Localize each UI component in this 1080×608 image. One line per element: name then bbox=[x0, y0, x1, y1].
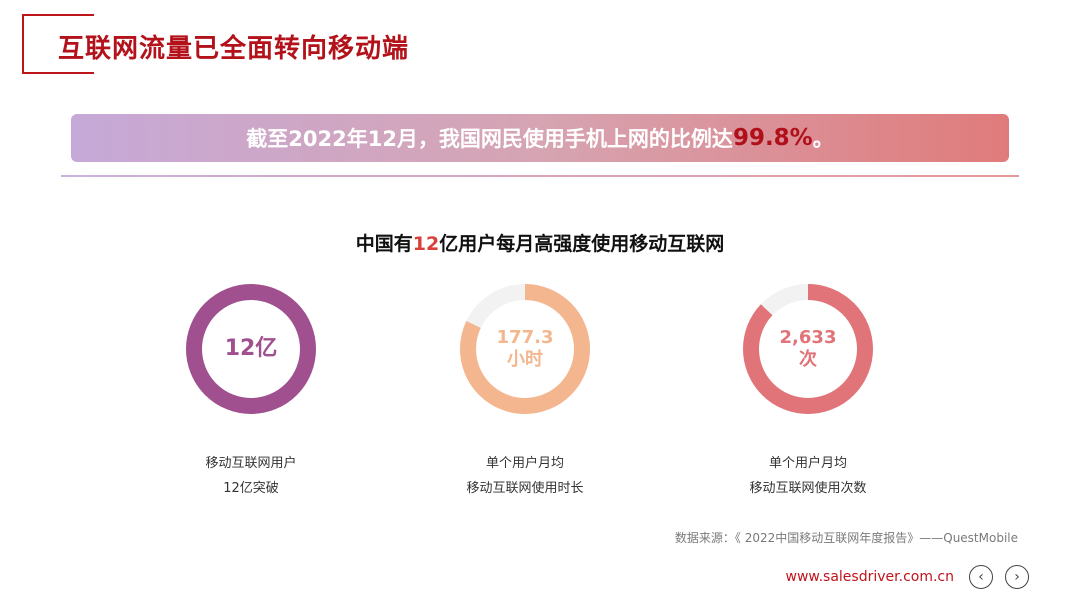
duration-value: 177.3 小时 bbox=[460, 284, 590, 414]
next-page-button[interactable]: › bbox=[1005, 565, 1029, 589]
users-caption-2: 12亿突破 bbox=[223, 481, 279, 496]
users-value: 12亿 bbox=[186, 284, 316, 414]
donut-progress bbox=[743, 284, 873, 414]
duration-donut-ring bbox=[460, 284, 590, 414]
sessions-donut-ring bbox=[743, 284, 873, 414]
users-donut-ring bbox=[186, 284, 316, 414]
sessions-value: 2,633 次 bbox=[743, 284, 873, 414]
banner-suffix: 。 bbox=[812, 127, 834, 151]
sessions-caption-2: 移动互联网使用次数 bbox=[749, 481, 867, 496]
page-title: 互联网流量已全面转向移动端 bbox=[58, 34, 410, 64]
value-line1: 177.3 bbox=[496, 327, 554, 349]
donut-progress bbox=[460, 284, 590, 414]
prev-page-button[interactable]: ‹ bbox=[969, 565, 993, 589]
section-divider bbox=[61, 175, 1019, 177]
chevron-left-icon: ‹ bbox=[978, 569, 984, 585]
duration-caption-2: 移动互联网使用时长 bbox=[466, 481, 584, 496]
key-fact-banner: 截至2022年12月，我国网民使用手机上网的比例达 99.8%。 bbox=[71, 114, 1009, 162]
value-line1: 12亿 bbox=[224, 335, 278, 361]
section-subtitle: 中国有12亿用户每月高强度使用移动互联网 bbox=[0, 229, 1080, 256]
chevron-right-icon: › bbox=[1014, 569, 1020, 585]
subtitle-highlight: 12 bbox=[412, 233, 440, 255]
banner-text: 截至2022年12月，我国网民使用手机上网的比例达 bbox=[246, 127, 733, 151]
title-corner-frame bbox=[22, 14, 94, 74]
duration-caption-1: 单个用户月均 bbox=[485, 456, 564, 471]
donut-progress bbox=[186, 284, 316, 414]
sessions-caption-1: 单个用户月均 bbox=[768, 456, 847, 471]
value-line2: 小时 bbox=[507, 349, 543, 370]
value-line1: 2,633 bbox=[779, 327, 837, 349]
subtitle-suffix: 亿用户每月高强度使用移动互联网 bbox=[439, 233, 725, 255]
users-caption-1: 移动互联网用户 bbox=[205, 456, 297, 471]
subtitle-prefix: 中国有 bbox=[355, 233, 413, 255]
value-line2: 次 bbox=[799, 349, 817, 370]
data-source-note: 数据来源：《 2022中国移动互联网年度报告》——QuestMobile bbox=[674, 531, 1018, 545]
banner-highlight: 99.8% bbox=[732, 125, 813, 151]
website-link[interactable]: www.salesdriver.com.cn bbox=[785, 569, 954, 585]
